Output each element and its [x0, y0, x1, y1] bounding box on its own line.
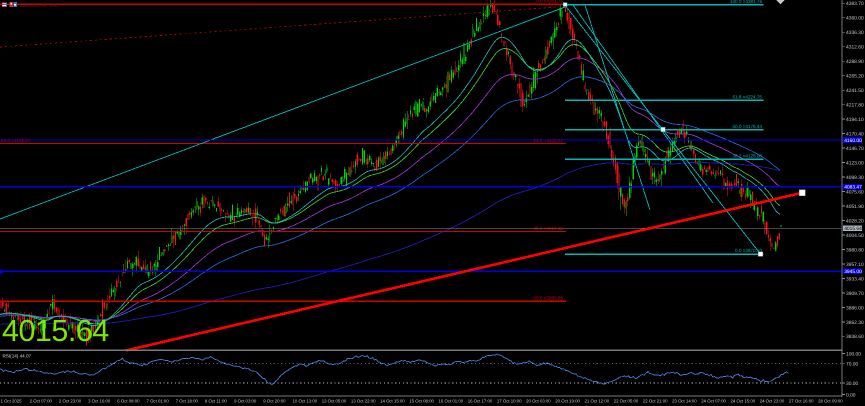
svg-text:4004.50: 4004.50 [846, 233, 864, 239]
svg-text:16 Oct 01:00: 16 Oct 01:00 [439, 399, 464, 404]
svg-text:4123.00: 4123.00 [846, 161, 864, 167]
svg-text:20 Oct 19:00: 20 Oct 19:00 [555, 399, 580, 404]
svg-text:38.2 =4128.08: 38.2 =4128.08 [732, 154, 762, 159]
svg-text:3909.70: 3909.70 [846, 291, 864, 297]
svg-text:4265.20: 4265.20 [846, 74, 864, 80]
svg-text:0.00: 0.00 [846, 393, 856, 399]
svg-text:XAUUSD,H1: XAU: XAUUSD,H1: XAU [20, 3, 58, 8]
svg-text:3933.40: 3933.40 [846, 276, 864, 282]
svg-text:2 Oct 23:00: 2 Oct 23:00 [59, 399, 82, 404]
svg-text:4099.30: 4099.30 [846, 175, 864, 181]
svg-text:4146.70: 4146.70 [846, 146, 864, 152]
svg-text:3838.60: 3838.60 [846, 334, 864, 340]
svg-text:27 Oct 16:00: 27 Oct 16:00 [789, 399, 814, 404]
svg-text:4288.90: 4288.90 [846, 59, 864, 65]
svg-text:4015.64: 4015.64 [2, 314, 109, 348]
svg-text:23 Oct 14:00: 23 Oct 14:00 [672, 399, 697, 404]
svg-text:4194.10: 4194.10 [846, 117, 864, 123]
svg-text:30.00: 30.00 [846, 381, 859, 387]
svg-text:24 Oct 07:00: 24 Oct 07:00 [701, 399, 726, 404]
svg-text:100.00: 100.00 [846, 351, 861, 357]
svg-text:7 Oct 01:00: 7 Oct 01:00 [147, 399, 170, 404]
svg-text:22 Oct 05:00: 22 Oct 05:00 [614, 399, 639, 404]
svg-text:6 Oct 08:00: 6 Oct 08:00 [117, 399, 140, 404]
svg-text:7 Oct 18:00: 7 Oct 18:00 [176, 399, 199, 404]
svg-text:3886.00: 3886.00 [846, 305, 864, 311]
svg-text:100.0 =4381.76: 100.0 =4381.76 [730, 0, 763, 4]
svg-text:0.0 =3970.50: 0.0 =3970.50 [735, 248, 762, 253]
svg-text:4241.50: 4241.50 [846, 88, 864, 94]
svg-text:14 Oct 15:00: 14 Oct 15:00 [380, 399, 405, 404]
svg-text:24 Oct 23:00: 24 Oct 23:00 [760, 399, 785, 404]
svg-text:28 Oct 09:00: 28 Oct 09:00 [818, 399, 843, 404]
svg-text:4217.80: 4217.80 [846, 103, 864, 109]
svg-text:50.0 =4176.44: 50.0 =4176.44 [732, 124, 762, 129]
svg-text:16 Oct 17:00: 16 Oct 17:00 [468, 399, 493, 404]
svg-text:4336.30: 4336.30 [846, 30, 864, 36]
svg-text:4051.90: 4051.90 [846, 204, 864, 210]
svg-text:50.0 =3895.86: 50.0 =3895.86 [533, 296, 563, 301]
svg-text:3980.80: 3980.80 [846, 247, 864, 253]
svg-text:20 Oct 03:00: 20 Oct 03:00 [526, 399, 551, 404]
svg-text:17 Oct 10:00: 17 Oct 10:00 [497, 399, 522, 404]
svg-text:4075.60: 4075.60 [846, 189, 864, 195]
svg-text:9 Oct 03:00: 9 Oct 03:00 [234, 399, 257, 404]
svg-text:13 Oct 05:00: 13 Oct 05:00 [322, 399, 347, 404]
svg-text:4383.70: 4383.70 [846, 1, 864, 7]
svg-text:3862.30: 3862.30 [846, 320, 864, 326]
svg-text:4312.60: 4312.60 [846, 45, 864, 51]
svg-text:24 Oct 15:00: 24 Oct 15:00 [731, 399, 756, 404]
svg-text:4015.64: 4015.64 [844, 226, 862, 232]
svg-text:4160.00: 4160.00 [844, 138, 862, 144]
svg-text:0.0 =4381.76: 0.0 =4381.76 [536, 0, 563, 4]
svg-text:4028.20: 4028.20 [846, 218, 864, 224]
svg-text:9 Oct 20:00: 9 Oct 20:00 [263, 399, 286, 404]
svg-text:61.8 =4224.75: 61.8 =4224.75 [732, 95, 762, 100]
svg-text:3 Oct 16:00: 3 Oct 16:00 [88, 399, 111, 404]
svg-text:8 Oct 11:00: 8 Oct 11:00 [205, 399, 228, 404]
svg-text:15 Oct 08:00: 15 Oct 08:00 [409, 399, 434, 404]
svg-text:22 Oct 21:00: 22 Oct 21:00 [643, 399, 668, 404]
svg-text:10 Oct 13:00: 10 Oct 13:00 [293, 399, 318, 404]
svg-text:70.00: 70.00 [846, 362, 859, 368]
svg-text:4170.40: 4170.40 [846, 132, 864, 138]
svg-text:4083.47: 4083.47 [844, 185, 862, 191]
svg-text:1 Oct 2025: 1 Oct 2025 [1, 399, 23, 404]
svg-text:13 Oct 22:00: 13 Oct 22:00 [351, 399, 376, 404]
svg-text:3945.00: 3945.00 [844, 269, 862, 275]
svg-text:4360.00: 4360.00 [846, 16, 864, 22]
svg-text:3957.10: 3957.10 [846, 262, 864, 268]
svg-text:21 Oct 12:00: 21 Oct 12:00 [585, 399, 610, 404]
svg-text:2 Oct 07:00: 2 Oct 07:00 [30, 399, 53, 404]
svg-text:RSI(14) 44.07: RSI(14) 44.07 [3, 354, 32, 359]
